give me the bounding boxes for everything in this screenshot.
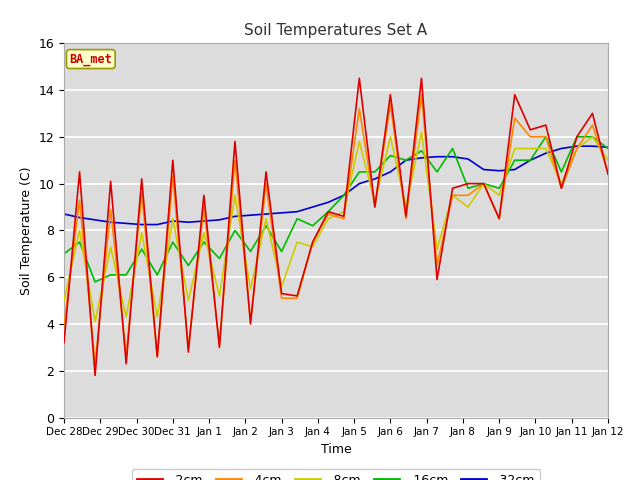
Title: Soil Temperatures Set A: Soil Temperatures Set A	[244, 23, 428, 38]
X-axis label: Time: Time	[321, 443, 351, 456]
Legend: -2cm, -4cm, -8cm, -16cm, -32cm: -2cm, -4cm, -8cm, -16cm, -32cm	[132, 469, 540, 480]
Text: BA_met: BA_met	[69, 53, 112, 66]
Y-axis label: Soil Temperature (C): Soil Temperature (C)	[20, 166, 33, 295]
